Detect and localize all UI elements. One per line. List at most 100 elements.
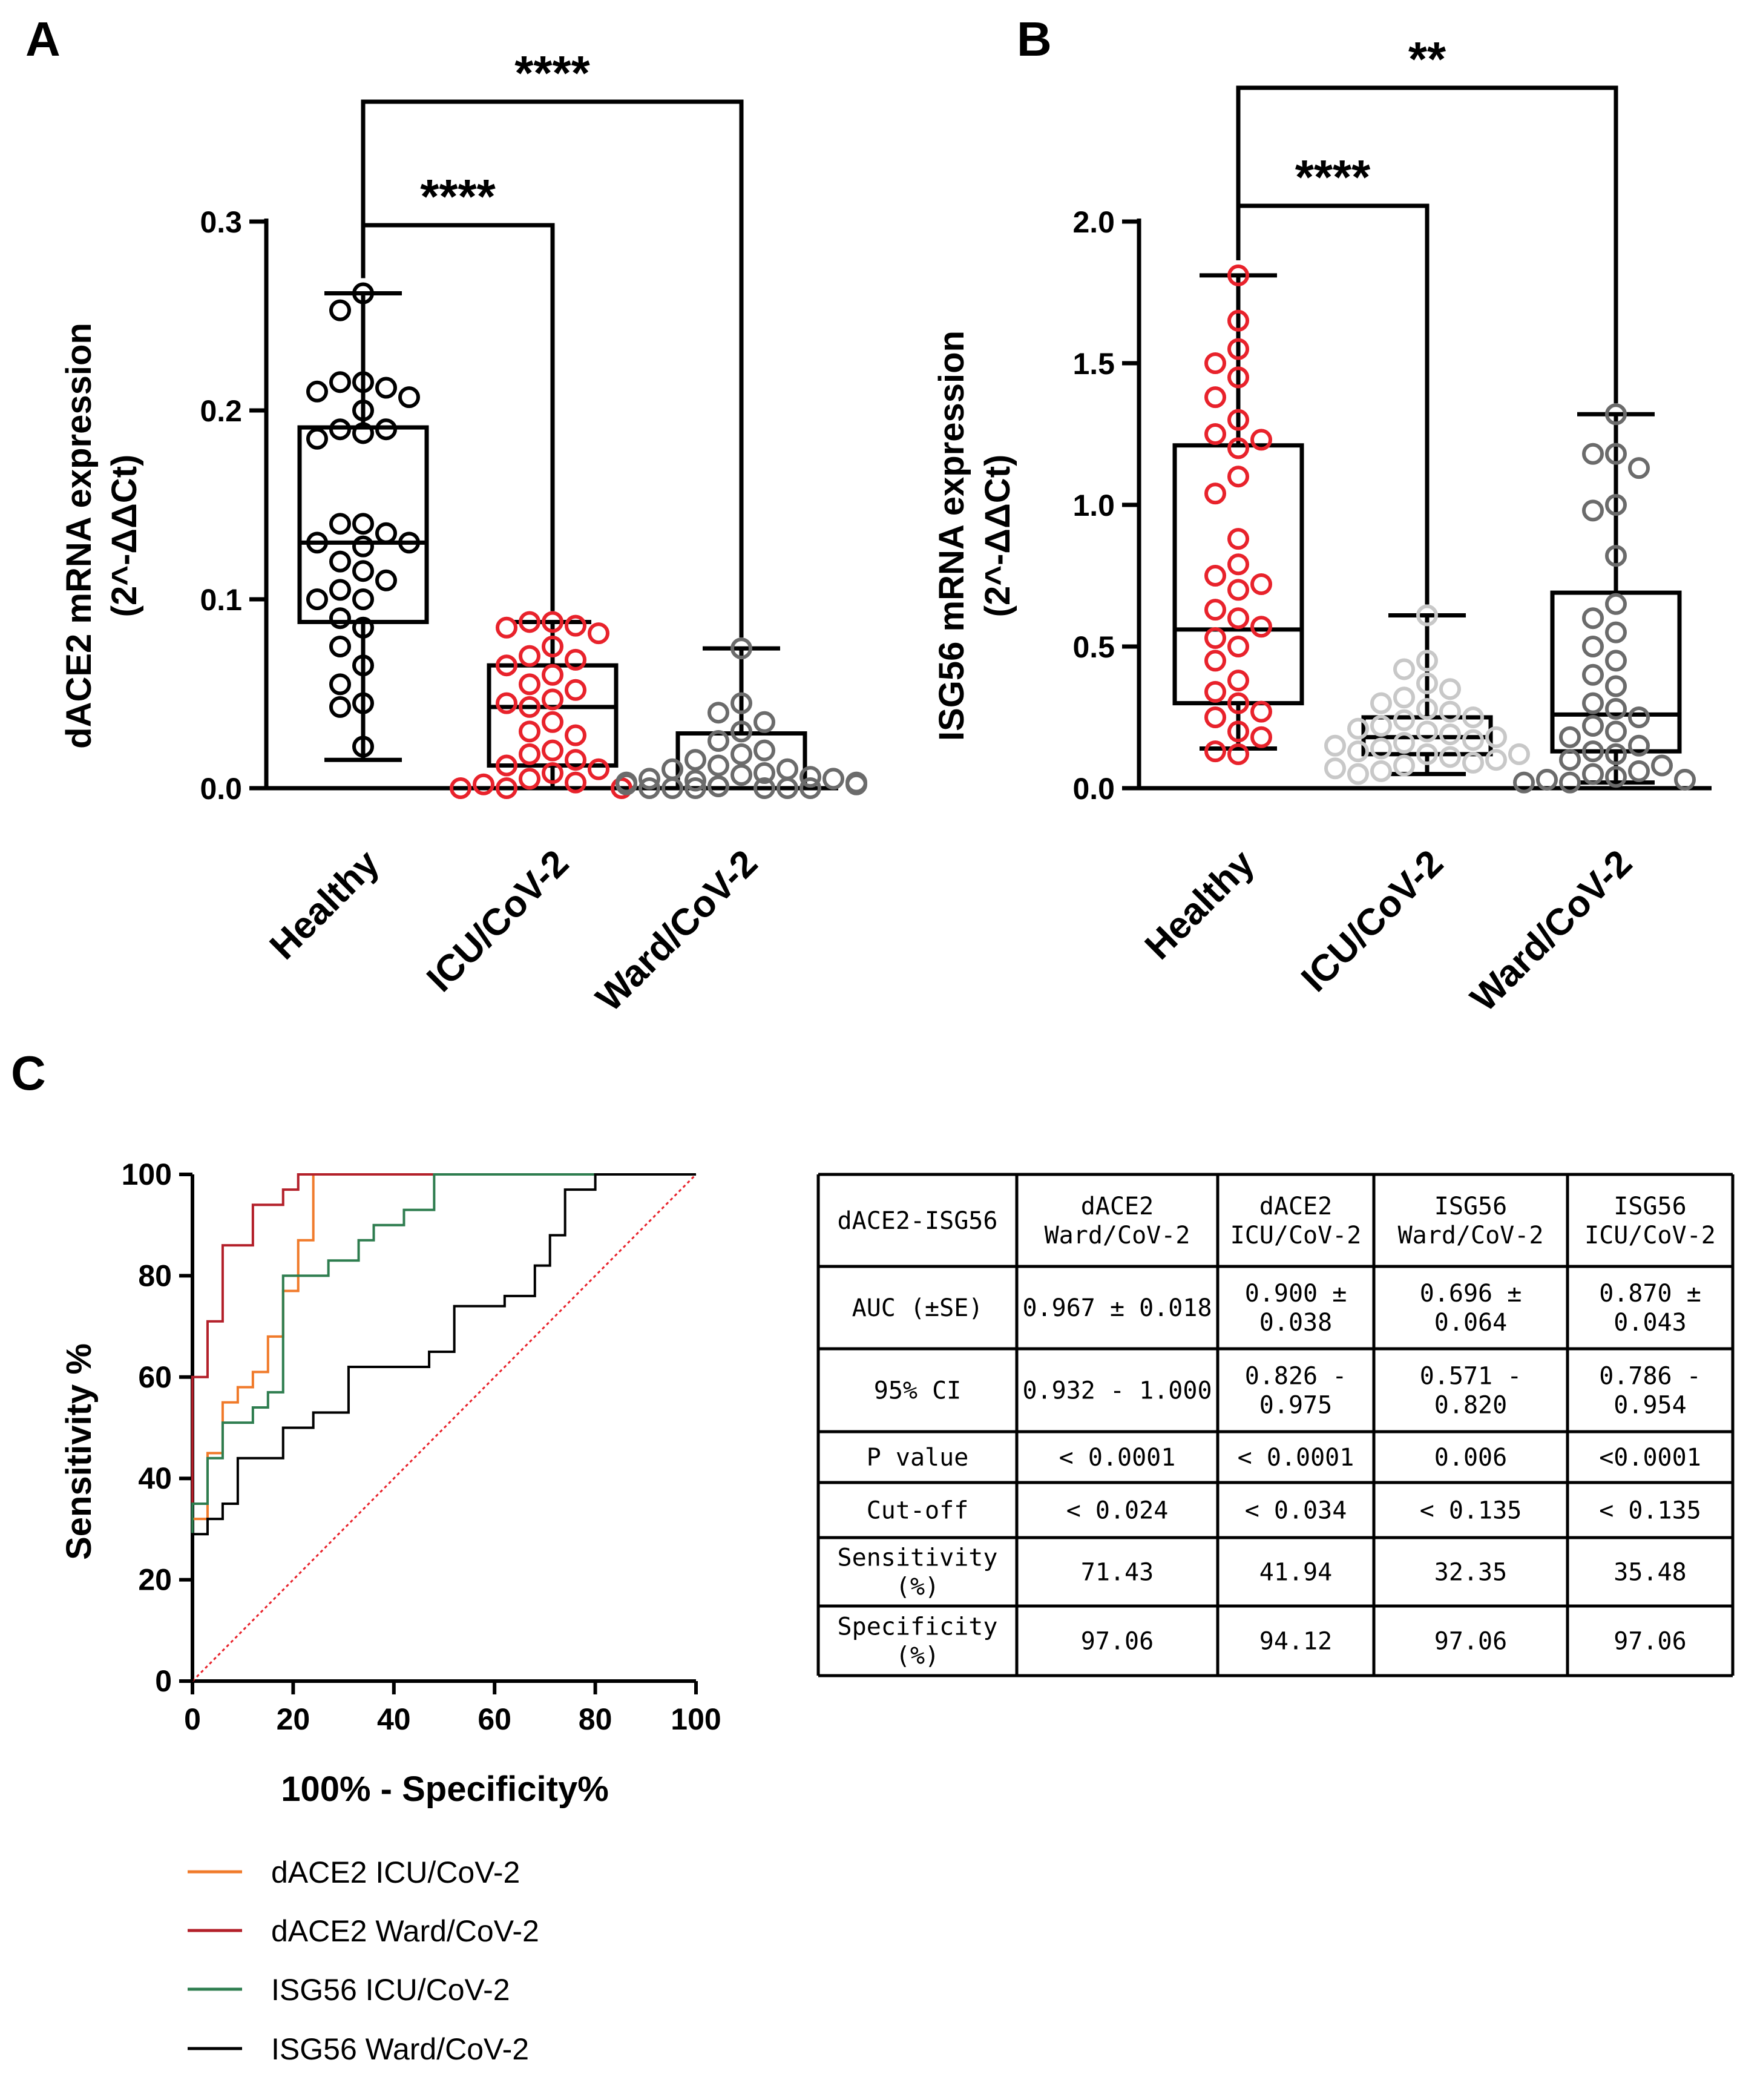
data-point (1462, 706, 1484, 728)
data-point (519, 673, 540, 696)
panel-label-a: A (25, 12, 61, 66)
data-point (685, 777, 706, 799)
data-point (1370, 692, 1392, 714)
data-point (1370, 737, 1392, 760)
panel-label-c: C (11, 1046, 46, 1100)
data-point (398, 386, 420, 409)
data-point (1651, 754, 1673, 777)
data-point (662, 777, 683, 799)
data-point (1582, 636, 1604, 657)
x-tick-label-c: 0 (184, 1702, 201, 1736)
table-header-cell: ISG56 ICU/CoV-2 (1584, 1193, 1716, 1249)
data-point (1605, 720, 1627, 743)
data-point (565, 771, 586, 794)
data-point (1393, 686, 1415, 709)
data-point (306, 588, 328, 610)
data-point (1605, 650, 1627, 672)
data-point (542, 739, 563, 762)
data-point (519, 768, 540, 790)
data-point (1227, 579, 1249, 601)
data-point (329, 696, 351, 718)
data-point (1227, 607, 1249, 630)
data-point (616, 773, 637, 795)
significance-bracket (1236, 85, 1618, 404)
data-point (1439, 678, 1461, 700)
data-point (1628, 760, 1650, 782)
data-point (519, 611, 540, 633)
box-a-2 (616, 637, 867, 799)
data-point (1347, 763, 1369, 785)
data-point (1204, 627, 1226, 649)
data-point (565, 614, 586, 637)
table-cell: 0.696 ±0.064 (1420, 1280, 1522, 1337)
data-point (1347, 740, 1369, 763)
table-cell: 0.826 -0.975 (1245, 1363, 1347, 1420)
data-point (496, 754, 517, 777)
data-point (1393, 709, 1415, 731)
table-cell: Sensitivity (%) (838, 1544, 998, 1601)
data-point (1204, 680, 1226, 703)
data-point (799, 777, 821, 799)
data-point (639, 768, 660, 790)
data-point (1347, 717, 1369, 740)
data-point (1559, 749, 1581, 771)
table-cell: 97.06 (1081, 1628, 1154, 1656)
data-point (398, 532, 420, 554)
data-point (753, 762, 775, 785)
table-cell: < 0.135 (1420, 1497, 1522, 1525)
table-cell: 0.900 ±0.038 (1245, 1280, 1347, 1337)
data-point (822, 768, 844, 790)
y-tick-label-a: 0.3 (200, 205, 242, 239)
y-tick-label-b: 0.0 (1072, 772, 1115, 806)
data-point (519, 743, 540, 765)
data-point (1559, 726, 1581, 748)
data-point (1370, 760, 1392, 782)
table-cell: 0.786 -0.954 (1599, 1363, 1701, 1420)
data-point (1439, 700, 1461, 723)
data-point (1416, 650, 1438, 672)
data-point (375, 522, 397, 544)
data-point (542, 663, 563, 686)
data-point (306, 427, 328, 450)
y-axis-title-b-line1: ISG56 mRNA expression (932, 331, 971, 741)
data-point (1227, 338, 1249, 360)
data-point (329, 418, 351, 441)
data-point (1416, 720, 1438, 743)
data-point (1605, 621, 1627, 643)
data-point (1204, 423, 1226, 445)
table-cell: <0.0001 (1599, 1444, 1701, 1472)
y-tick-label-c: 100 (122, 1157, 172, 1191)
reference-diagonal (191, 1173, 697, 1682)
y-axis-title-b-line2: (2^-ΔΔCt) (978, 455, 1017, 617)
data-point (753, 777, 775, 799)
box-b-1 (1324, 604, 1530, 785)
data-point (707, 702, 729, 724)
data-point (1227, 692, 1249, 714)
data-point (565, 749, 586, 771)
data-point (1582, 443, 1604, 465)
table-cell: 94.12 (1259, 1628, 1332, 1656)
table-cell: < 0.0001 (1238, 1444, 1354, 1472)
box-b-0 (1172, 264, 1304, 765)
category-label-a: Ward/CoV-2 (588, 842, 766, 1019)
data-point (565, 648, 586, 671)
data-point (519, 645, 540, 667)
table-header-cell: dACE2 ICU/CoV-2 (1230, 1193, 1362, 1249)
data-point (329, 550, 351, 573)
data-point (1416, 672, 1438, 694)
data-point (329, 513, 351, 535)
y-tick-label-b: 0.5 (1072, 630, 1115, 664)
y-tick-label-c: 40 (138, 1461, 172, 1495)
data-point (1324, 734, 1346, 757)
data-point (542, 636, 563, 657)
data-point (329, 579, 351, 601)
data-point (352, 371, 374, 393)
data-point (1204, 740, 1226, 763)
data-point (1439, 723, 1461, 746)
data-point (1582, 715, 1604, 737)
data-point (352, 616, 374, 639)
data-point (1582, 763, 1604, 785)
data-point (1582, 692, 1604, 714)
data-point (1628, 734, 1650, 757)
